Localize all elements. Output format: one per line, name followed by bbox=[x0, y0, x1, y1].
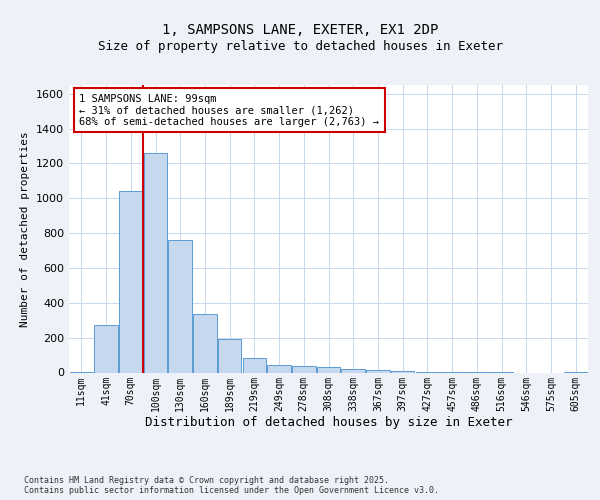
Bar bbox=[292, 366, 316, 372]
Bar bbox=[218, 340, 241, 372]
Bar bbox=[341, 369, 365, 372]
Text: 1, SAMPSONS LANE, EXETER, EX1 2DP: 1, SAMPSONS LANE, EXETER, EX1 2DP bbox=[162, 22, 438, 36]
Text: Size of property relative to detached houses in Exeter: Size of property relative to detached ho… bbox=[97, 40, 503, 53]
Bar bbox=[144, 152, 167, 372]
X-axis label: Distribution of detached houses by size in Exeter: Distribution of detached houses by size … bbox=[145, 416, 512, 429]
Bar bbox=[169, 240, 192, 372]
Bar bbox=[94, 324, 118, 372]
Text: 1 SAMPSONS LANE: 99sqm
← 31% of detached houses are smaller (1,262)
68% of semi-: 1 SAMPSONS LANE: 99sqm ← 31% of detached… bbox=[79, 94, 379, 127]
Bar bbox=[317, 368, 340, 372]
Bar bbox=[242, 358, 266, 372]
Bar bbox=[391, 371, 415, 372]
Bar bbox=[119, 192, 143, 372]
Bar bbox=[366, 370, 389, 372]
Bar bbox=[193, 314, 217, 372]
Y-axis label: Number of detached properties: Number of detached properties bbox=[20, 131, 31, 326]
Bar bbox=[268, 364, 291, 372]
Text: Contains HM Land Registry data © Crown copyright and database right 2025.
Contai: Contains HM Land Registry data © Crown c… bbox=[24, 476, 439, 495]
